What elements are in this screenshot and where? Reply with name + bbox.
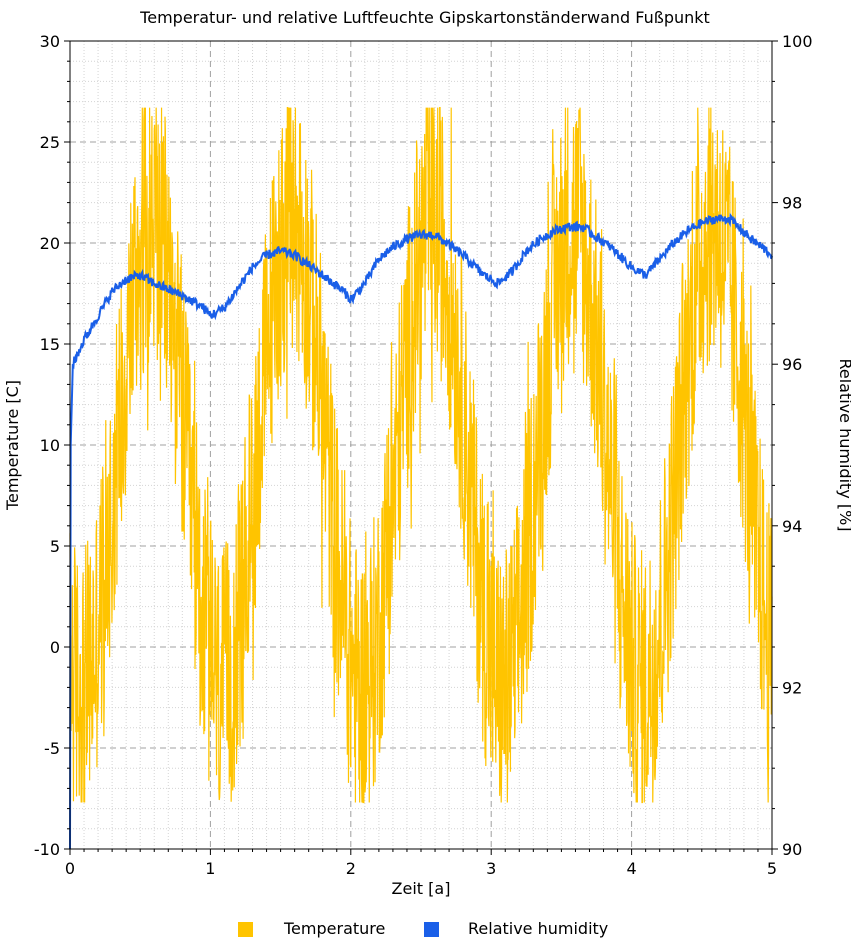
y2-tick-label: 94: [782, 517, 802, 536]
legend-swatch-temperature: [238, 922, 253, 937]
x-tick-label: 2: [346, 859, 356, 878]
y-tick-label: 20: [40, 234, 60, 253]
y-tick-label: 30: [40, 32, 60, 51]
x-tick-label: 0: [65, 859, 75, 878]
legend: Temperature Relative humidity: [238, 919, 608, 938]
x-tick-label: 5: [767, 859, 777, 878]
y2-tick-label: 90: [782, 840, 802, 859]
y2-tick-label: 100: [782, 32, 813, 51]
y2-tick-label: 98: [782, 194, 802, 213]
y-tick-label: 10: [40, 436, 60, 455]
x-axis-label: Zeit [a]: [392, 879, 451, 898]
ticks: 0 1 2 3 4 5 -10 -5 0 5 10 15 20 25 30 90 92 94 96 98 100: [34, 32, 813, 878]
legend-swatch-humidity: [424, 922, 439, 937]
y-axis-label: Temperature [C]: [3, 380, 22, 511]
y-tick-label: 15: [40, 335, 60, 354]
x-tick-label: 4: [627, 859, 637, 878]
y2-tick-label: 96: [782, 355, 802, 374]
chart-title: Temperatur- und relative Luftfeuchte Gip…: [139, 8, 710, 27]
x-tick-label: 3: [486, 859, 496, 878]
y-tick-label: -10: [34, 840, 60, 859]
legend-label-temperature: Temperature: [283, 919, 385, 938]
temperature-series: [69, 107, 773, 804]
y-tick-label: 25: [40, 133, 60, 152]
y2-tick-label: 92: [782, 678, 802, 697]
temperature-line: [69, 107, 773, 804]
humidity-line: [69, 212, 773, 850]
y2-axis-label: Relative humidity [%]: [836, 358, 851, 531]
y-tick-label: -5: [44, 739, 60, 758]
legend-label-humidity: Relative humidity: [468, 919, 608, 938]
humidity-series: [69, 212, 773, 850]
y-tick-label: 0: [50, 638, 60, 657]
x-tick-label: 1: [205, 859, 215, 878]
y-tick-label: 5: [50, 537, 60, 556]
